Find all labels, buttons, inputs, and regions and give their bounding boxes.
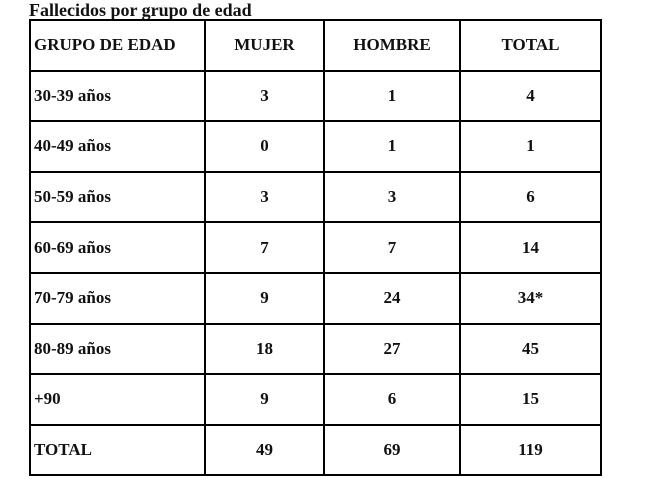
table-row: 30-39 años 3 1 4 <box>29 69 602 123</box>
header-male: HOMBRE <box>323 19 461 72</box>
male-cell: 6 <box>323 373 461 426</box>
header-row: GRUPO DE EDAD MUJER HOMBRE TOTAL <box>29 19 602 72</box>
male-cell: 1 <box>323 120 461 173</box>
header-age-group: GRUPO DE EDAD <box>29 19 206 72</box>
total-cell: 4 <box>459 69 602 123</box>
total-cell: 14 <box>459 221 602 274</box>
female-cell: 49 <box>204 423 325 477</box>
male-cell: 1 <box>323 69 461 123</box>
female-cell: 3 <box>204 170 325 224</box>
table-row: +90 9 6 15 <box>29 373 602 426</box>
header-total: TOTAL <box>459 19 602 72</box>
age-group-cell: TOTAL <box>29 423 206 477</box>
table-row: 80-89 años 18 27 45 <box>29 322 602 376</box>
female-cell: 18 <box>204 322 325 376</box>
male-cell: 3 <box>323 170 461 224</box>
deaths-by-age-table: GRUPO DE EDAD MUJER HOMBRE TOTAL 30-39 a… <box>29 19 602 477</box>
header-female: MUJER <box>204 19 325 72</box>
total-cell: 15 <box>459 373 602 426</box>
age-group-cell: 40-49 años <box>29 120 206 173</box>
male-cell: 69 <box>323 423 461 477</box>
total-cell: 34* <box>459 271 602 325</box>
total-cell: 45 <box>459 322 602 376</box>
female-cell: 0 <box>204 120 325 173</box>
male-cell: 7 <box>323 221 461 274</box>
age-group-cell: 30-39 años <box>29 69 206 123</box>
age-group-cell: 60-69 años <box>29 221 206 274</box>
total-cell: 1 <box>459 120 602 173</box>
female-cell: 7 <box>204 221 325 274</box>
female-cell: 3 <box>204 69 325 123</box>
table-row: 40-49 años 0 1 1 <box>29 120 602 173</box>
male-cell: 27 <box>323 322 461 376</box>
age-group-cell: 70-79 años <box>29 271 206 325</box>
total-cell: 6 <box>459 170 602 224</box>
female-cell: 9 <box>204 271 325 325</box>
total-row: TOTAL 49 69 119 <box>29 423 602 477</box>
table-row: 50-59 años 3 3 6 <box>29 170 602 224</box>
total-cell: 119 <box>459 423 602 477</box>
table-row: 70-79 años 9 24 34* <box>29 271 602 325</box>
age-group-cell: 50-59 años <box>29 170 206 224</box>
age-group-cell: +90 <box>29 373 206 426</box>
male-cell: 24 <box>323 271 461 325</box>
table-title: Fallecidos por grupo de edad <box>29 0 252 20</box>
age-group-cell: 80-89 años <box>29 322 206 376</box>
female-cell: 9 <box>204 373 325 426</box>
table-row: 60-69 años 7 7 14 <box>29 221 602 274</box>
